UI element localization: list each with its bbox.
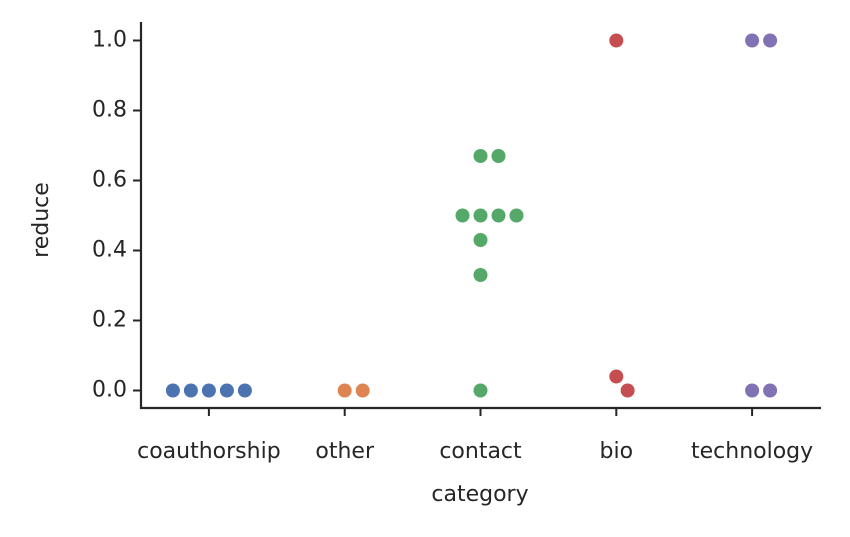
point [609, 33, 624, 48]
point [620, 383, 635, 398]
point [165, 383, 180, 398]
x-tick-label: technology [691, 439, 813, 464]
x-tick-label: other [315, 439, 375, 464]
x-tick-label: bio [600, 439, 634, 464]
point [355, 383, 370, 398]
x-tick-label: coauthorship [137, 439, 281, 464]
point [473, 208, 488, 223]
point [473, 233, 488, 247]
y-tick-label: 0.2 [92, 308, 127, 333]
y-tick-label: 0.6 [92, 168, 127, 193]
y-tick-label: 0.0 [92, 378, 127, 403]
point [473, 383, 488, 398]
point [455, 208, 470, 223]
point [219, 383, 234, 398]
point [763, 383, 778, 398]
point [201, 383, 216, 398]
y-tick-label: 0.8 [92, 98, 127, 123]
point [491, 149, 506, 163]
x-axis-label: category [431, 482, 528, 507]
y-tick-label: 1.0 [92, 28, 127, 53]
point [473, 149, 488, 163]
point [509, 208, 524, 223]
point [337, 383, 352, 398]
point [491, 208, 506, 223]
point [237, 383, 252, 398]
y-tick-label: 0.4 [92, 238, 127, 263]
point [745, 383, 760, 398]
point [473, 268, 488, 282]
x-tick-label: contact [439, 439, 522, 464]
point [609, 369, 624, 384]
y-axis-label: reduce [29, 182, 54, 258]
point [763, 33, 778, 48]
point [745, 33, 760, 48]
point [183, 383, 198, 398]
